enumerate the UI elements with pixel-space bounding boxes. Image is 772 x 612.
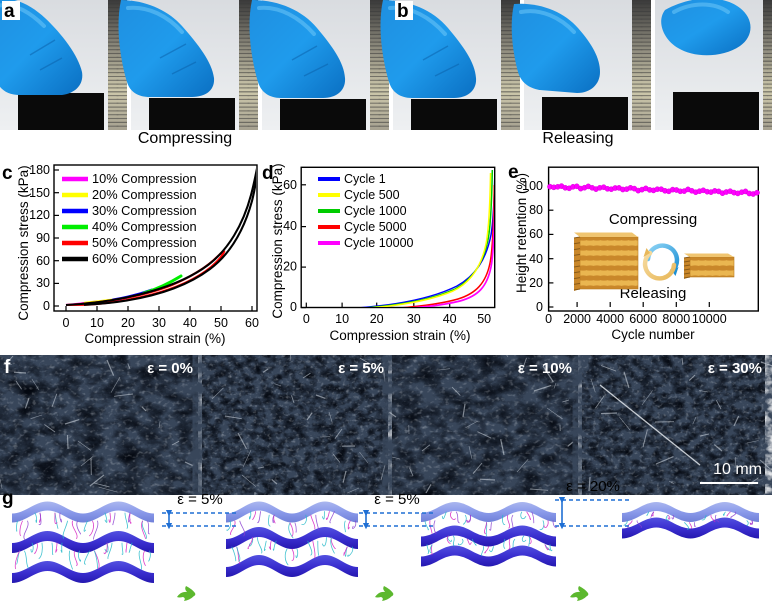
svg-text:80: 80: [529, 203, 543, 217]
svg-text:120: 120: [29, 208, 50, 222]
svg-text:30: 30: [407, 312, 421, 326]
svg-text:20: 20: [121, 316, 135, 330]
svg-text:30: 30: [36, 276, 50, 290]
svg-text:10: 10: [335, 312, 349, 326]
svg-text:40: 40: [529, 252, 543, 266]
svg-text:Compression strain (%): Compression strain (%): [84, 331, 225, 346]
svg-text:50: 50: [477, 312, 491, 326]
svg-text:ε = 5%: ε = 5%: [374, 491, 419, 508]
svg-text:Cycle 500: Cycle 500: [344, 188, 400, 202]
svg-text:f: f: [4, 357, 11, 378]
svg-text:60% Compression: 60% Compression: [92, 251, 197, 266]
svg-text:ε = 5%: ε = 5%: [338, 360, 384, 377]
svg-text:Cycle 1000: Cycle 1000: [344, 204, 407, 218]
svg-text:150: 150: [29, 186, 50, 200]
svg-text:40% Compression: 40% Compression: [92, 219, 197, 234]
svg-text:0: 0: [545, 312, 552, 326]
svg-text:10 mm: 10 mm: [713, 461, 762, 478]
svg-text:10: 10: [90, 316, 104, 330]
svg-text:4000: 4000: [596, 312, 624, 326]
svg-text:Cycle 5000: Cycle 5000: [344, 220, 407, 234]
svg-text:40: 40: [183, 316, 197, 330]
svg-text:Compression stress (kPa): Compression stress (kPa): [16, 165, 31, 320]
svg-text:Cycle number: Cycle number: [611, 327, 695, 342]
svg-text:20: 20: [370, 312, 384, 326]
svg-text:c: c: [2, 163, 13, 184]
svg-text:Compressing: Compressing: [609, 211, 697, 228]
svg-text:60: 60: [36, 254, 50, 268]
svg-text:ε = 5%: ε = 5%: [177, 491, 222, 508]
svg-text:Compression stress (kPa): Compression stress (kPa): [270, 163, 285, 318]
svg-text:30: 30: [152, 316, 166, 330]
svg-text:6000: 6000: [629, 312, 657, 326]
svg-text:ε = 0%: ε = 0%: [147, 360, 193, 377]
svg-text:10% Compression: 10% Compression: [92, 171, 197, 186]
svg-text:8000: 8000: [662, 312, 690, 326]
svg-text:b: b: [397, 1, 409, 22]
svg-text:20: 20: [529, 276, 543, 290]
svg-text:g: g: [2, 488, 14, 509]
svg-text:Cycle 1: Cycle 1: [344, 172, 386, 186]
svg-text:Compression strain (%): Compression strain (%): [329, 328, 470, 343]
svg-text:0: 0: [43, 299, 50, 313]
svg-text:90: 90: [36, 231, 50, 245]
svg-text:Cycle 10000: Cycle 10000: [344, 236, 414, 250]
svg-text:0: 0: [290, 300, 297, 314]
svg-text:ε = 20%: ε = 20%: [566, 478, 620, 495]
svg-text:20% Compression: 20% Compression: [92, 187, 197, 202]
svg-text:20: 20: [283, 260, 297, 274]
svg-text:180: 180: [29, 163, 50, 177]
svg-text:0: 0: [536, 300, 543, 314]
svg-text:40: 40: [443, 312, 457, 326]
svg-text:30% Compression: 30% Compression: [92, 203, 197, 218]
svg-text:60: 60: [245, 316, 259, 330]
svg-text:40: 40: [283, 219, 297, 233]
svg-text:0: 0: [303, 312, 310, 326]
svg-text:0: 0: [63, 316, 70, 330]
svg-text:a: a: [4, 1, 15, 22]
svg-text:60: 60: [529, 227, 543, 241]
svg-text:ε = 10%: ε = 10%: [518, 360, 572, 377]
svg-text:2000: 2000: [563, 312, 591, 326]
svg-text:50% Compression: 50% Compression: [92, 235, 197, 250]
svg-text:Height retention (%): Height retention (%): [514, 173, 529, 293]
svg-text:ε = 30%: ε = 30%: [708, 360, 762, 377]
svg-text:50: 50: [214, 316, 228, 330]
svg-text:10000: 10000: [692, 312, 727, 326]
svg-text:60: 60: [283, 178, 297, 192]
